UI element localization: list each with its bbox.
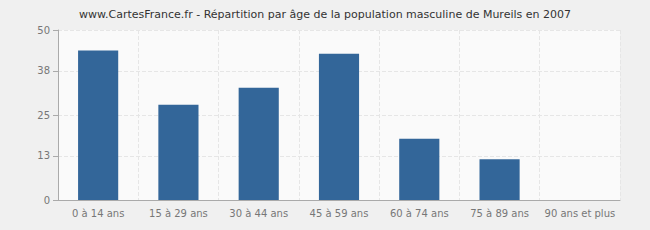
svg-text:15 à 29 ans: 15 à 29 ans bbox=[149, 208, 208, 219]
svg-text:45 à 59 ans: 45 à 59 ans bbox=[310, 208, 369, 219]
svg-text:13: 13 bbox=[37, 150, 50, 161]
svg-text:75 à 89 ans: 75 à 89 ans bbox=[470, 208, 529, 219]
svg-text:90 ans et plus: 90 ans et plus bbox=[545, 208, 616, 219]
svg-text:60 à 74 ans: 60 à 74 ans bbox=[390, 208, 449, 219]
svg-text:0 à 14 ans: 0 à 14 ans bbox=[72, 208, 124, 219]
svg-text:38: 38 bbox=[37, 65, 50, 76]
svg-text:www.CartesFrance.fr - Répartit: www.CartesFrance.fr - Répartition par âg… bbox=[79, 8, 571, 21]
svg-text:50: 50 bbox=[37, 25, 50, 36]
svg-text:0: 0 bbox=[44, 195, 50, 206]
svg-text:25: 25 bbox=[37, 110, 50, 121]
svg-text:30 à 44 ans: 30 à 44 ans bbox=[229, 208, 288, 219]
